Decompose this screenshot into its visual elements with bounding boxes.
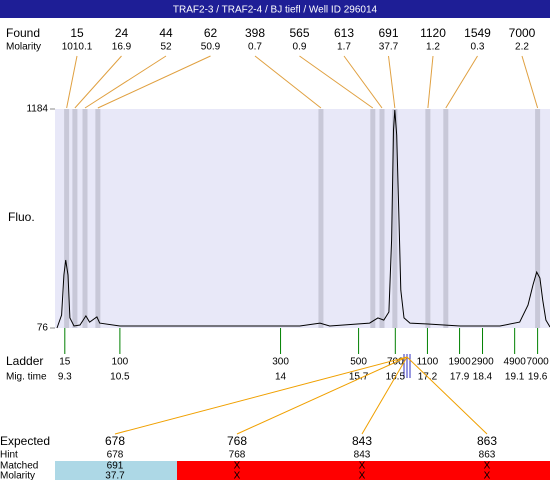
ladder-size: 100	[112, 357, 129, 368]
found-size: 24	[115, 26, 129, 40]
found-molarity: 50.9	[201, 42, 221, 53]
found-molarity: 52	[160, 42, 172, 53]
unmatched-cells	[177, 461, 550, 480]
ladder-time: 14	[275, 372, 287, 383]
ladder-size: 1900	[448, 357, 471, 368]
peak-band	[318, 109, 324, 328]
expected-connector	[236, 356, 408, 435]
expected-matched: X	[359, 461, 366, 472]
ladder-size: 300	[272, 357, 289, 368]
peak-band	[392, 109, 398, 328]
expected-hint: 863	[479, 450, 496, 461]
peak-band	[443, 109, 449, 328]
ladder-label: Ladder	[6, 354, 43, 368]
ladder-size: 1100	[417, 357, 439, 368]
peak-connector	[74, 55, 122, 109]
peak-band	[82, 109, 88, 328]
y-tick-label: 1184	[26, 104, 48, 115]
found-label: Found	[6, 26, 40, 40]
ladder-size: 7000	[526, 357, 549, 368]
expected-molarity: X	[484, 471, 491, 480]
expected-row-label: Matched	[0, 461, 38, 472]
expected-expected: 863	[477, 434, 497, 448]
molarity-label: Molarity	[6, 42, 41, 53]
found-molarity: 0.3	[471, 42, 485, 53]
found-size: 1120	[420, 26, 446, 40]
header-bar	[0, 0, 550, 18]
expected-matched: X	[234, 461, 241, 472]
found-molarity: 1.2	[426, 42, 440, 53]
peak-connector	[427, 55, 434, 109]
expected-row-label: Expected	[0, 434, 50, 448]
trace	[56, 109, 550, 329]
ladder-time: 19.6	[528, 372, 548, 383]
ladder-time: 9.3	[58, 372, 72, 383]
peak-band	[379, 109, 385, 328]
found-size: 613	[334, 26, 354, 40]
found-molarity: 16.9	[112, 42, 132, 53]
peak-band	[535, 109, 541, 328]
expected-expected: 678	[105, 434, 125, 448]
peak-connector	[254, 55, 322, 109]
y-tick-label: 76	[37, 323, 49, 334]
expected-molarity: X	[234, 471, 241, 480]
found-molarity: 2.2	[515, 42, 529, 53]
peak-connector	[66, 55, 78, 109]
expected-connector	[361, 356, 408, 435]
expected-expected: 768	[227, 434, 247, 448]
peak-band	[425, 109, 431, 328]
peak-connector	[388, 55, 396, 109]
plot-area	[55, 109, 550, 328]
found-molarity: 1010.1	[62, 42, 93, 53]
title: TRAF2-3 / TRAF2-4 / BJ tiefl / Well ID 2…	[173, 5, 378, 16]
expected-expected: 843	[352, 434, 372, 448]
found-molarity: 0.7	[248, 42, 262, 53]
found-size: 1549	[464, 26, 491, 40]
found-molarity: 0.9	[293, 42, 307, 53]
time-label: Mig. time	[6, 372, 47, 383]
ladder-size: 2900	[471, 357, 494, 368]
expected-row-label: Hint	[0, 450, 18, 461]
found-molarity: 37.7	[379, 42, 399, 53]
y-axis-label: Fluo.	[8, 210, 35, 224]
expected-hint: 843	[354, 450, 371, 461]
ladder-time: 18.4	[473, 372, 493, 383]
expected-molarity: 37.7	[105, 471, 125, 480]
expected-molarity: X	[359, 471, 366, 480]
peak-band	[95, 109, 101, 328]
expected-connector	[406, 356, 488, 435]
ladder-size: 15	[59, 357, 71, 368]
peak-band	[64, 109, 70, 328]
expected-matched: 691	[107, 461, 124, 472]
found-size: 15	[70, 26, 84, 40]
peak-band	[370, 109, 376, 328]
peak-connector	[445, 55, 478, 109]
peak-connector	[84, 55, 167, 109]
peak-band	[72, 109, 78, 328]
expected-connector	[114, 356, 408, 435]
expected-matched: X	[484, 461, 491, 472]
ladder-size: 500	[350, 357, 367, 368]
found-size: 691	[378, 26, 398, 40]
found-size: 44	[159, 26, 173, 40]
found-molarity: 1.7	[337, 42, 351, 53]
expected-row-label: Molarity	[0, 471, 35, 480]
found-size: 62	[204, 26, 218, 40]
matched-cell	[55, 461, 177, 480]
ladder-time: 15.7	[349, 372, 369, 383]
ladder-time: 10.5	[110, 372, 130, 383]
found-size: 565	[289, 26, 309, 40]
ladder-time: 19.1	[505, 372, 525, 383]
found-size: 7000	[509, 26, 536, 40]
expected-hint: 678	[107, 450, 124, 461]
peak-connector	[97, 55, 211, 109]
found-size: 398	[245, 26, 265, 40]
peak-connector	[343, 55, 383, 109]
ladder-time: 17.9	[450, 372, 470, 383]
expected-hint: 768	[229, 450, 246, 461]
ladder-size: 4900	[504, 357, 527, 368]
peak-connector	[521, 55, 539, 109]
peak-connector	[299, 55, 374, 109]
